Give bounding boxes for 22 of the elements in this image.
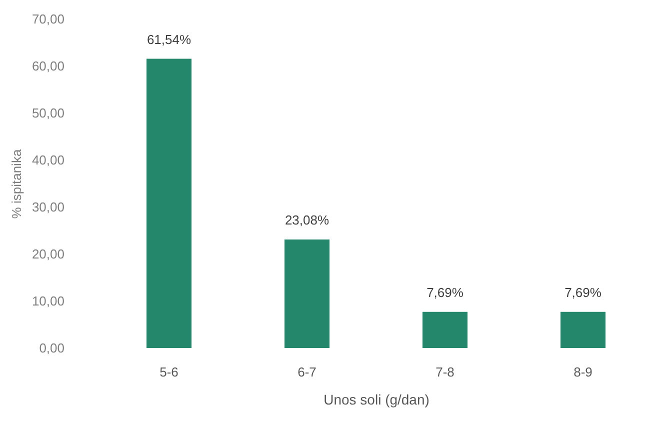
bar [422,312,468,348]
y-tick-label: 40,00 [32,152,64,168]
y-tick-label: 30,00 [32,200,64,214]
bar [146,58,192,348]
y-tick-label: 10,00 [32,294,64,308]
x-tick-label: 6-7 [298,364,316,380]
x-tick-label: 5-6 [160,364,178,380]
data-label: 7,69% [564,284,602,300]
y-axis-title: % ispitanika [8,148,24,219]
data-label: 23,08% [284,212,330,228]
x-tick-label: 8-9 [574,364,592,380]
y-tick-label: 50,00 [32,106,64,120]
x-tick-label: 7-8 [436,364,454,380]
bar [284,240,330,348]
data-label: 7,69% [426,284,464,300]
x-axis-title: Unos soli (g/dan) [324,392,430,408]
bar [560,312,606,348]
y-tick-label: 60,00 [32,58,64,74]
data-label: 61,54% [146,32,192,47]
y-tick-label: 0,00 [39,340,64,356]
y-tick-label: 20,00 [32,246,64,262]
y-tick-label: 70,00 [32,12,64,26]
